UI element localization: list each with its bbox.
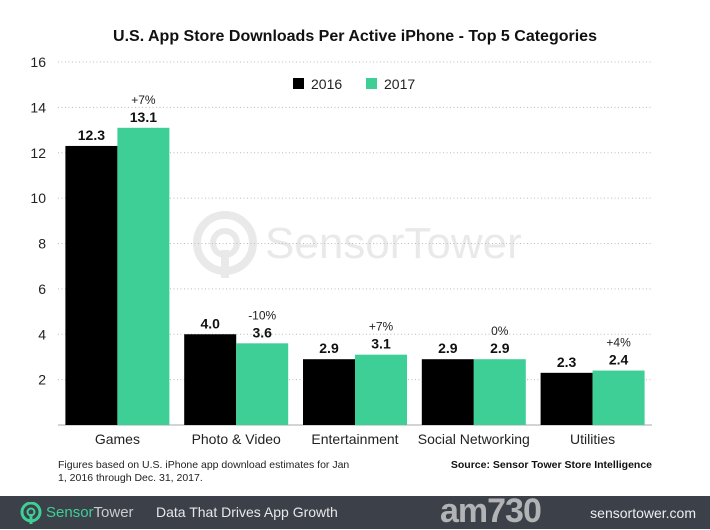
y-tick-label: 2 — [38, 372, 46, 388]
bar-2017 — [592, 370, 645, 425]
data-label: 2.9 — [490, 340, 510, 356]
chart-title: U.S. App Store Downloads Per Active iPho… — [113, 28, 597, 45]
data-label: 4.0 — [200, 315, 220, 331]
data-label: 3.1 — [371, 336, 391, 352]
bar-2017 — [473, 359, 526, 425]
change-label: +7% — [131, 93, 156, 107]
bar-2016 — [303, 359, 355, 425]
bar-chart: U.S. App Store Downloads Per Active iPho… — [30, 28, 652, 447]
y-tick-label: 10 — [30, 190, 46, 206]
brand-sensor: Sensor — [46, 504, 94, 521]
x-tick-label: Social Networking — [418, 431, 530, 447]
x-tick-label: Photo & Video — [192, 431, 281, 447]
legend-label-2016: 2016 — [311, 76, 342, 92]
legend-swatch-2017 — [366, 78, 377, 89]
data-label: 2.9 — [319, 340, 339, 356]
data-label: 2.3 — [557, 354, 577, 370]
change-label: 0% — [491, 324, 509, 338]
footer-brand: SensorTower — [46, 504, 134, 521]
data-label: 2.9 — [438, 340, 458, 356]
y-tick-label: 6 — [38, 281, 46, 297]
data-label: 13.1 — [130, 109, 157, 125]
sensortower-watermark: SensorTower — [193, 211, 522, 278]
am730-watermark: am730 — [440, 492, 542, 530]
legend-swatch-2016 — [293, 78, 304, 89]
data-label: 2.4 — [609, 352, 629, 368]
change-label: -10% — [248, 308, 276, 322]
y-tick-label: 4 — [38, 326, 46, 342]
bar-2016 — [65, 145, 118, 425]
x-tick-label: Utilities — [570, 431, 615, 447]
data-label: 3.6 — [252, 324, 272, 340]
y-tick-label: 14 — [30, 99, 46, 115]
x-tick-label: Entertainment — [311, 431, 398, 447]
y-tick-label: 12 — [30, 145, 46, 161]
bar-2016 — [421, 359, 474, 425]
brand-tower: Tower — [93, 504, 134, 521]
bar-2017 — [236, 343, 289, 425]
bar-2016 — [540, 372, 593, 425]
footer-bar: SensorTower Data That Drives App Growth … — [0, 492, 710, 530]
footer-site[interactable]: sensortower.com — [590, 505, 696, 521]
bar-2017 — [355, 354, 407, 425]
change-label: +7% — [369, 320, 394, 334]
bar-2016 — [184, 334, 237, 425]
sensortower-logo-icon — [20, 502, 42, 524]
data-label: 12.3 — [78, 127, 105, 143]
source-label: Source: Sensor Tower Store Intelligence — [450, 459, 652, 471]
footer-tagline: Data That Drives App Growth — [156, 504, 338, 520]
x-tick-label: Games — [95, 431, 140, 447]
change-label: +4% — [606, 336, 631, 350]
y-tick-label: 8 — [38, 236, 46, 252]
footnote: Figures based on U.S. iPhone app downloa… — [58, 459, 350, 484]
legend-label-2017: 2017 — [384, 76, 415, 92]
bar-2017 — [117, 127, 170, 425]
y-tick-label: 16 — [30, 54, 46, 70]
